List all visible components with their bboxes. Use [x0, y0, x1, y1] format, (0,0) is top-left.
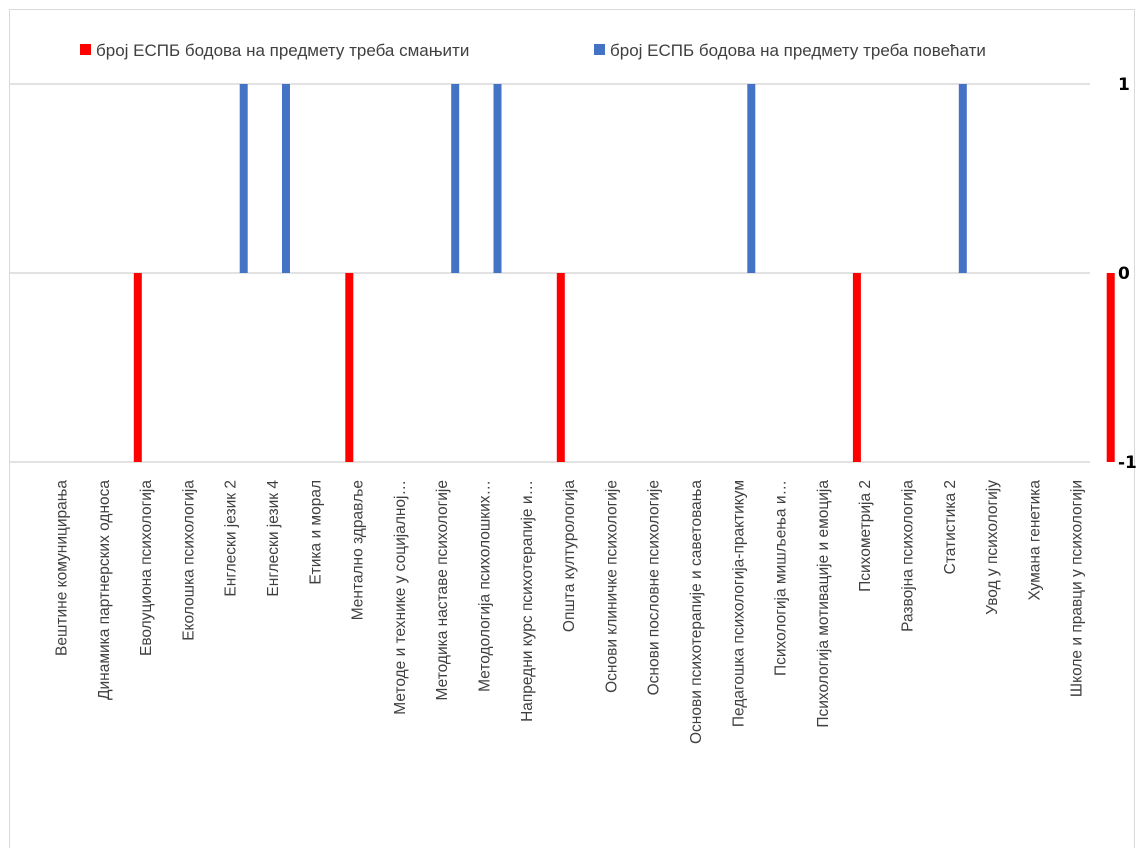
legend-label-reduce: број ЕСПБ бодова на предмету треба смањи… — [96, 41, 469, 60]
bar-increase — [451, 84, 460, 273]
bar-reduce — [556, 273, 565, 462]
legend-label-increase: број ЕСПБ бодова на предмету треба повећ… — [610, 41, 986, 60]
x-tick-label: Основи клиничке психологије — [603, 480, 620, 693]
x-tick-label: Енглески језик 4 — [265, 480, 282, 597]
x-tick-label: Психометрија 2 — [857, 480, 874, 592]
y-axis-ticks: 1 0 -1 — [1118, 75, 1137, 473]
x-tick-label: Развојна психологија — [900, 480, 917, 632]
legend-swatch-increase — [594, 44, 605, 55]
x-tick-label: Хумана генетика — [1026, 480, 1043, 601]
x-tick-label: Методологија психолошких… — [477, 480, 494, 692]
x-tick-label: Етика и морал — [307, 480, 324, 585]
legend-swatch-reduce — [80, 44, 91, 55]
bar-reduce — [1106, 273, 1115, 462]
x-tick-label: Основи пословне психологије — [646, 480, 663, 695]
x-tick-label: Еволуциона психологија — [138, 480, 155, 656]
bar-increase — [958, 84, 967, 273]
x-tick-label: Општа културологија — [561, 480, 578, 632]
bar-increase — [747, 84, 756, 273]
legend: број ЕСПБ бодова на предмету треба смањи… — [80, 41, 986, 60]
x-axis-ticks: Вештине комуницирања Динамика партнерских… — [54, 480, 1086, 744]
x-tick-label: Еколошка психологија — [180, 480, 197, 641]
bar-increase — [239, 84, 248, 273]
x-tick-label: Енглески језик 2 — [223, 480, 240, 597]
x-tick-label: Методе и технике у социјалној… — [392, 480, 409, 715]
gridlines — [10, 83, 1090, 463]
bar-reduce — [345, 273, 354, 462]
bar-reduce — [133, 273, 142, 462]
x-tick-label: Психологија мотивације и емоција — [815, 480, 832, 728]
y-tick-label: -1 — [1118, 453, 1137, 473]
bar-reduce — [852, 273, 861, 462]
x-tick-label: Основи психотерапије и саветовања — [688, 480, 705, 744]
chart-frame — [9, 9, 1135, 848]
x-tick-label: Увод у психологију — [984, 480, 1001, 615]
x-tick-label: Педагошка психологија-практикум — [730, 480, 747, 727]
y-tick-label: 1 — [1118, 75, 1130, 95]
x-tick-label: Напредни курс психотерапије и… — [519, 480, 536, 722]
y-tick-label: 0 — [1118, 264, 1130, 284]
x-tick-label: Методика наставе психологије — [434, 480, 451, 700]
x-tick-label: Вештине комуницирања — [54, 480, 71, 656]
x-tick-label: Динамика партнерских односа — [96, 480, 113, 700]
bar-increase — [493, 84, 502, 273]
x-tick-label: Психологија мишљења и… — [773, 480, 790, 676]
bar-increase — [282, 84, 290, 273]
x-tick-label: Статистика 2 — [942, 480, 959, 574]
bars — [133, 84, 1115, 462]
x-tick-label: Школе и правци у психологији — [1069, 480, 1086, 697]
x-tick-label: Ментално здравље — [350, 480, 367, 620]
